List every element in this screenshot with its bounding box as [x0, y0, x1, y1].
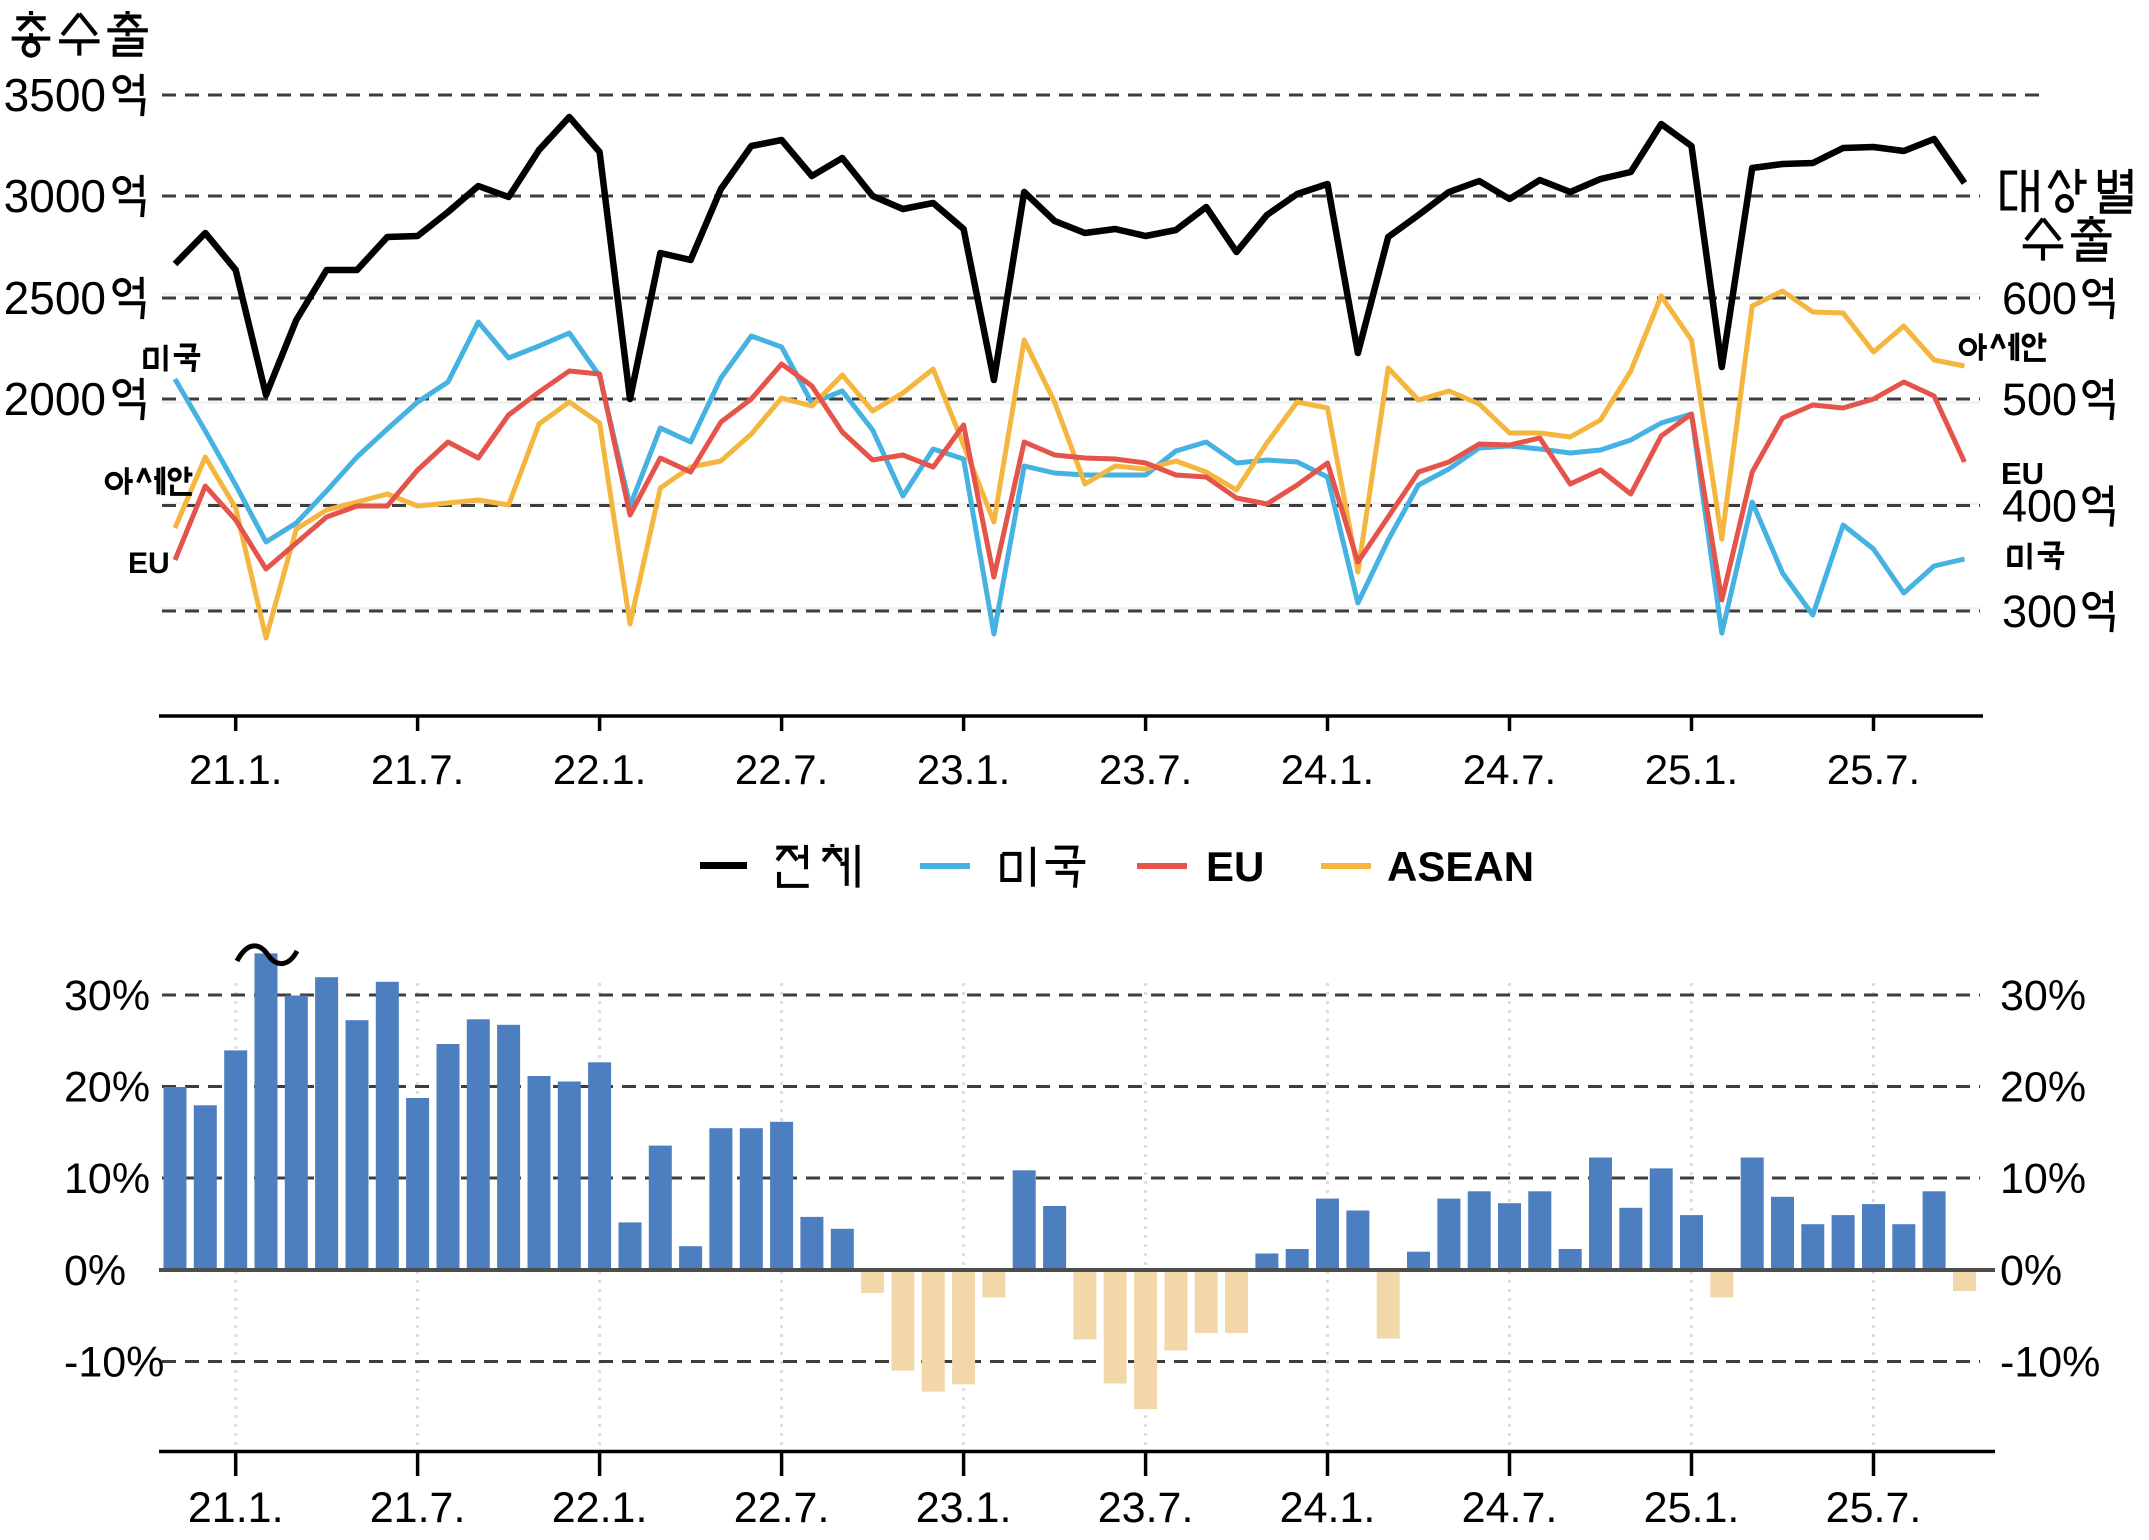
svg-text:EU: EU [128, 547, 170, 580]
svg-text:24.1.: 24.1. [1280, 1484, 1376, 1532]
svg-text:-10%: -10% [2000, 1339, 2100, 1387]
svg-text:25.1.: 25.1. [1644, 1484, 1740, 1532]
svg-text:600: 600 [2002, 273, 2077, 324]
svg-text:23.7.: 23.7. [1099, 746, 1192, 793]
svg-text:10%: 10% [64, 1155, 150, 1203]
svg-text:EU: EU [1206, 843, 1264, 890]
svg-text:2000: 2000 [4, 373, 106, 425]
svg-text:300: 300 [2002, 586, 2077, 637]
svg-text:21.1.: 21.1. [189, 746, 282, 793]
svg-text:EU: EU [2001, 456, 2044, 491]
svg-text:2500: 2500 [4, 272, 106, 324]
svg-text:22.1.: 22.1. [552, 1484, 648, 1532]
svg-text:25.7.: 25.7. [1826, 1484, 1922, 1532]
svg-text:0%: 0% [64, 1247, 126, 1295]
svg-text:3500: 3500 [4, 69, 106, 121]
svg-text:3000: 3000 [4, 170, 106, 222]
svg-text:22.7.: 22.7. [735, 746, 828, 793]
svg-text:24.7.: 24.7. [1463, 746, 1556, 793]
svg-text:500: 500 [2002, 374, 2077, 425]
svg-text:30%: 30% [64, 972, 150, 1020]
svg-text:23.1.: 23.1. [917, 746, 1010, 793]
svg-text:20%: 20% [2000, 1064, 2086, 1112]
svg-text:10%: 10% [2000, 1155, 2086, 1203]
svg-text:21.7.: 21.7. [371, 746, 464, 793]
svg-text:25.7.: 25.7. [1827, 746, 1920, 793]
svg-text:ASEAN: ASEAN [1387, 843, 1534, 890]
svg-text:30%: 30% [2000, 972, 2086, 1020]
svg-text:22.7.: 22.7. [734, 1484, 830, 1532]
svg-text:24.7.: 24.7. [1462, 1484, 1558, 1532]
svg-text:20%: 20% [64, 1064, 150, 1112]
svg-text:0%: 0% [2000, 1247, 2062, 1295]
svg-text:25.1.: 25.1. [1645, 746, 1738, 793]
svg-text:24.1.: 24.1. [1281, 746, 1374, 793]
svg-text:21.7.: 21.7. [370, 1484, 466, 1532]
svg-text:-10%: -10% [64, 1339, 164, 1387]
svg-text:23.7.: 23.7. [1098, 1484, 1194, 1532]
svg-text:23.1.: 23.1. [916, 1484, 1012, 1532]
svg-text:21.1.: 21.1. [188, 1484, 284, 1532]
svg-text:400: 400 [2002, 481, 2077, 532]
svg-text:22.1.: 22.1. [553, 746, 646, 793]
